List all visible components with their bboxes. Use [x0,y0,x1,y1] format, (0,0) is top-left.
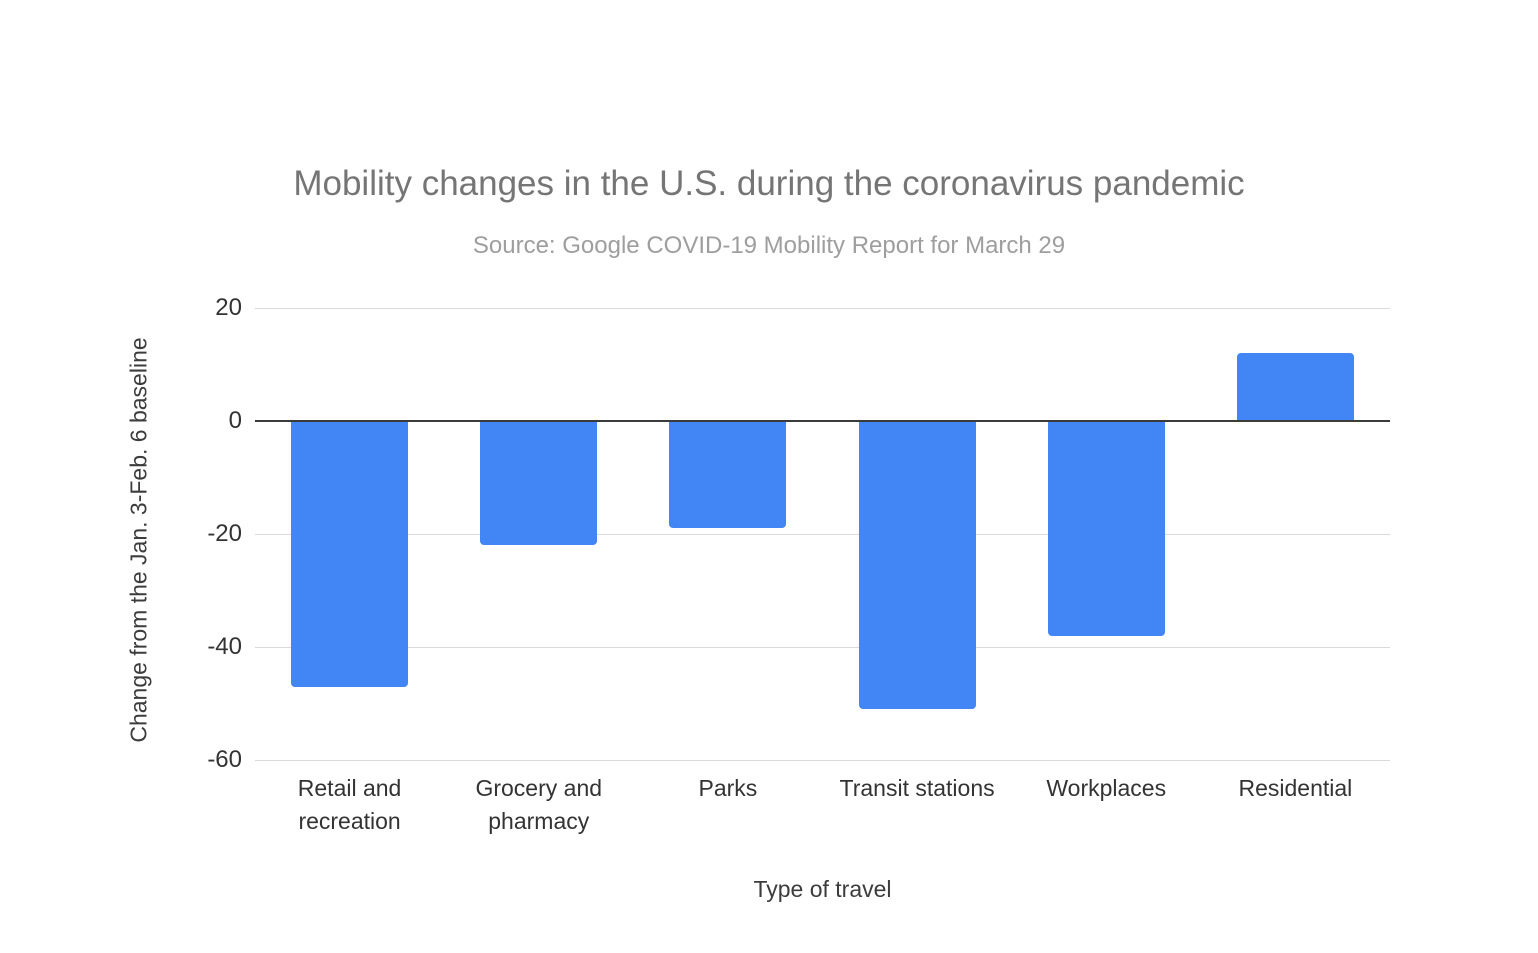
y-tick-label-0: 0 [228,407,242,434]
y-tick-label--40: -40 [207,633,242,660]
zero-baseline [255,420,1390,422]
x-category-label-grocery-and-pharmacy: Grocery and pharmacy [475,775,603,834]
bar-residential [1236,353,1354,420]
plot-area [255,308,1390,761]
gridline--20 [255,534,1390,535]
y-tick-label--20: -20 [207,520,242,547]
y-tick-label-20: 20 [215,294,242,321]
y-tick-label--60: -60 [207,746,242,773]
y-axis-title: Change from the Jan. 3-Feb. 6 baseline [125,337,152,743]
x-category-label-residential: Residential [1238,775,1353,801]
x-category-label-parks: Parks [698,775,758,801]
bar-parks [669,422,787,529]
gridline-20 [255,308,1390,309]
bar-retail-and-recreation [291,422,409,687]
x-category-label-transit-stations: Transit stations [839,775,995,801]
gridline--60 [255,760,1390,761]
chart-subtitle: Source: Google COVID-19 Mobility Report … [472,232,1066,259]
chart-title: Mobility changes in the U.S. during the … [293,164,1245,203]
x-axis-title: Type of travel [753,876,892,902]
bar-grocery-and-pharmacy [480,422,598,546]
bar-workplaces [1047,422,1165,636]
x-category-label-retail-and-recreation: Retail and recreation [297,775,402,834]
x-category-label-workplaces: Workplaces [1046,775,1167,801]
bar-transit-stations [858,422,976,710]
gridline--40 [255,647,1390,648]
